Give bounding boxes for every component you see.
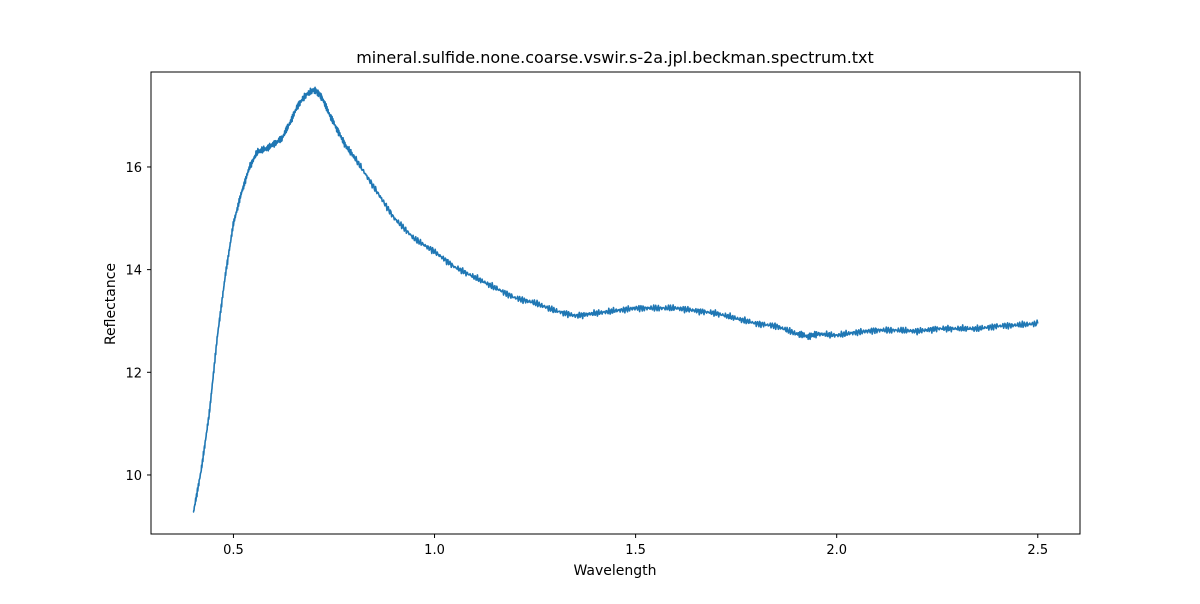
- series-line-0: [192, 86, 1039, 513]
- plot-area: 0.5 1.0 1.5 2.0 2.5 10 12 14 16: [125, 71, 1081, 558]
- x-tick-label: 1.0: [424, 543, 445, 558]
- x-axis-label: Wavelength: [573, 563, 656, 579]
- y-tick-label: 12: [125, 366, 142, 381]
- y-axis-label: Reflectance: [103, 263, 119, 345]
- x-tick-label: 1.5: [625, 543, 646, 558]
- y-tick-label: 16: [125, 161, 142, 176]
- axes-frame: [150, 71, 1081, 535]
- y-tick-label: 14: [125, 264, 142, 279]
- x-tick-label: 2.0: [826, 543, 847, 558]
- chart-title: mineral.sulfide.none.coarse.vswir.s-2a.j…: [356, 48, 874, 67]
- x-tick-label: 2.5: [1027, 543, 1048, 558]
- y-tick-label: 10: [125, 469, 142, 484]
- x-tick-label: 0.5: [223, 543, 244, 558]
